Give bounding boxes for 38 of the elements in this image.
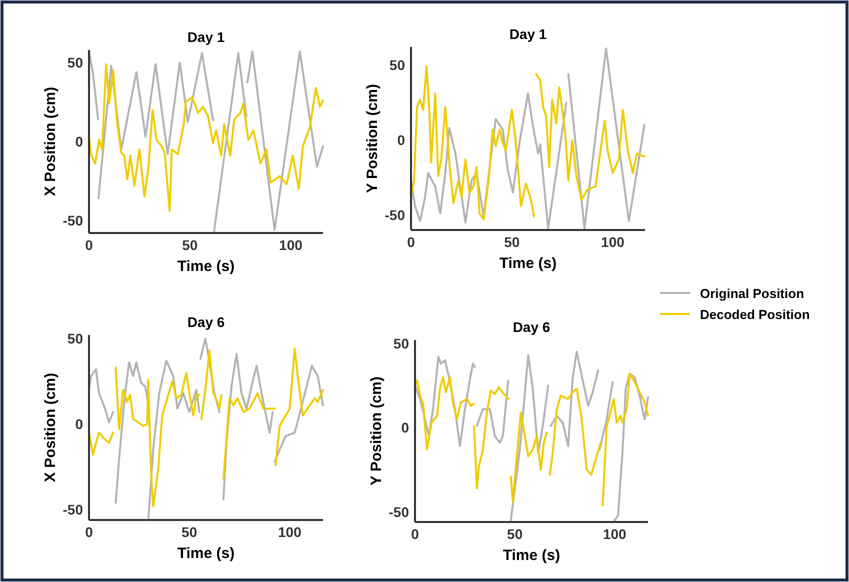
x-axis-title: Time (s) <box>499 255 557 272</box>
legend-label: Decoded Position <box>700 307 810 322</box>
y-tick-label: -50 <box>388 504 410 520</box>
y-tick-label: 0 <box>75 416 84 432</box>
x-tick-label: 100 <box>601 234 625 250</box>
legend-label: Original Position <box>700 286 804 301</box>
y-tick-label: 50 <box>67 330 84 346</box>
x-tick-label: 100 <box>278 524 302 540</box>
y-tick-label: -50 <box>62 502 84 518</box>
chart-title: Day 6 <box>187 314 225 330</box>
y-axis-title: Y Position (cm) <box>364 84 381 193</box>
x-tick-label: 50 <box>182 237 198 253</box>
y-tick-label: 0 <box>397 132 406 148</box>
y-tick-label: 50 <box>67 54 84 71</box>
x-tick-label: 50 <box>182 524 198 540</box>
x-axis-title: Time (s) <box>177 258 235 275</box>
y-tick-label: -50 <box>384 207 406 223</box>
x-tick-label: 0 <box>85 524 94 540</box>
y-axis-title: X Position (cm) <box>42 86 59 196</box>
y-tick-label: 50 <box>389 57 406 73</box>
y-tick-label: 50 <box>393 335 410 352</box>
chart-title: Day 6 <box>512 319 550 335</box>
x-tick-label: 50 <box>504 234 520 250</box>
x-tick-label: 100 <box>602 526 627 542</box>
y-tick-label: 0 <box>401 420 410 436</box>
chart-title: Day 1 <box>509 26 547 42</box>
x-tick-label: 0 <box>411 526 420 542</box>
y-tick-label: 0 <box>75 134 84 150</box>
x-axis-title: Time (s) <box>502 547 560 564</box>
x-tick-label: 100 <box>279 237 303 253</box>
x-tick-label: 0 <box>85 237 94 253</box>
x-axis-title: Time (s) <box>177 545 235 562</box>
x-tick-label: 50 <box>507 526 523 542</box>
y-axis-title: Y Position (cm) <box>368 376 385 486</box>
y-axis-title: X Position (cm) <box>42 372 59 482</box>
y-tick-label: -50 <box>62 212 84 228</box>
chart-title: Day 1 <box>187 29 225 45</box>
line-series <box>88 63 324 212</box>
